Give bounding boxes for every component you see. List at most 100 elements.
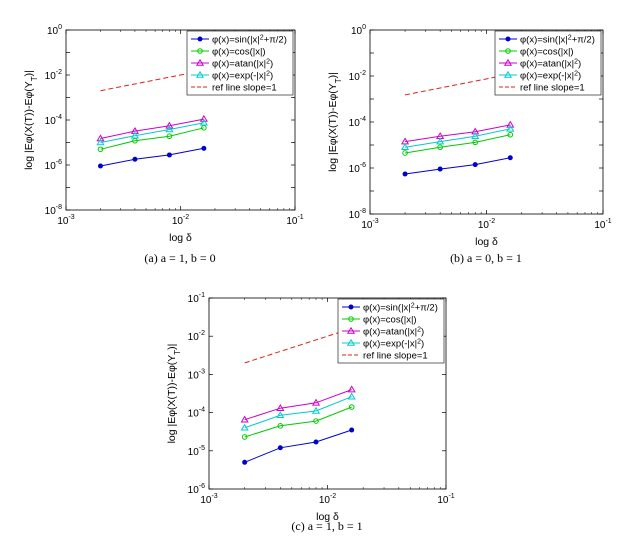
x-tick-label: 10-3 <box>57 214 74 227</box>
legend-entry: φ(x)=atan(|x|2) <box>520 58 581 70</box>
chart-caption: (a) a = 1, b = 0 <box>144 251 215 265</box>
data-point <box>130 131 140 139</box>
y-tick-label: 10-4 <box>188 407 205 420</box>
legend-marker <box>503 70 513 78</box>
chart-panel-0: log δ log |Eφ(X(T))-Eφ(YT)| φ(x)=sin(|x|2+… <box>23 29 296 265</box>
data-point <box>242 459 248 465</box>
legend-marker <box>505 48 511 54</box>
series-line-4 <box>100 69 204 92</box>
y-axis-label: log |Eφ(X(T))-Eφ(YT)| <box>327 72 343 172</box>
legend-entry: φ(x)=atan(|x|2) <box>212 58 273 70</box>
legend-marker <box>195 58 205 66</box>
data-point <box>132 156 138 162</box>
legend-marker <box>505 36 511 42</box>
series-line-2 <box>244 389 352 421</box>
legend-marker <box>346 338 356 346</box>
legend-entry: φ(x)=exp(-|x|2) <box>363 338 424 350</box>
data-point <box>506 120 515 128</box>
series-line-2 <box>100 118 204 139</box>
series-line-0 <box>100 147 204 167</box>
y-tick-label: 10-8 <box>45 204 62 217</box>
data-point <box>313 439 319 445</box>
data-point <box>199 114 208 122</box>
series-line-0 <box>244 429 352 463</box>
y-tick-label: 10-6 <box>349 162 366 175</box>
data-point <box>402 150 408 156</box>
data-point <box>311 398 321 406</box>
data-point <box>472 162 478 168</box>
y-tick-label: 100 <box>47 24 62 37</box>
y-tick-label: 10-2 <box>188 330 205 343</box>
data-point <box>97 146 104 153</box>
y-axis-label: log |Eφ(X(T))-Eφ(YT)| <box>23 70 39 170</box>
series-line-3 <box>100 122 204 143</box>
data-point <box>402 171 408 177</box>
legend-entry: φ(x)=cos(|x|) <box>520 47 574 58</box>
data-point <box>201 145 207 151</box>
y-tick-label: 100 <box>351 24 366 37</box>
legend-entry: φ(x)=cos(|x|) <box>363 315 417 326</box>
x-tick-label: 10-2 <box>172 214 189 227</box>
y-tick-label: 10-2 <box>349 70 366 83</box>
y-tick-label: 10-6 <box>45 159 62 172</box>
x-tick-label: 10-2 <box>319 493 336 506</box>
legend-marker <box>346 326 356 334</box>
y-tick-label: 10-6 <box>188 483 205 496</box>
series-line-3 <box>244 396 352 429</box>
series-line-1 <box>100 127 205 150</box>
data-point <box>240 423 249 431</box>
data-point <box>437 166 443 172</box>
data-point <box>471 132 480 139</box>
legend-entry: ref line slope=1 <box>520 83 585 94</box>
data-point <box>347 392 356 400</box>
x-axis-label: log δ <box>316 511 339 523</box>
x-axis-label: log δ <box>169 232 192 244</box>
chart-caption: (b) a = 0, b = 1 <box>450 251 522 265</box>
legend-entry: φ(x)=sin(|x|2+π/2) <box>212 34 287 46</box>
data-point <box>349 427 355 433</box>
series-line-4 <box>244 327 352 364</box>
legend-marker <box>197 36 203 42</box>
x-tick-label: 10-3 <box>361 218 378 231</box>
legend-entry: φ(x)=sin(|x|2+π/2) <box>363 302 438 314</box>
y-tick-label: 10-2 <box>45 69 62 82</box>
data-point <box>165 125 174 133</box>
data-point <box>400 143 410 150</box>
y-tick-label: 10-1 <box>188 292 205 305</box>
data-point <box>311 406 321 414</box>
legend-entry: φ(x)=atan(|x|2) <box>363 326 424 338</box>
data-point <box>506 124 515 132</box>
data-point <box>472 139 479 146</box>
data-point <box>96 138 105 146</box>
chart-caption: (c) a = 1, b = 1 <box>291 519 362 533</box>
y-axis-label: log |Eφ(X(T))-Eφ(YT)| <box>166 344 182 444</box>
legend-entry: ref line slope=1 <box>363 351 428 362</box>
data-point <box>240 415 249 423</box>
y-tick-label: 10-4 <box>349 116 366 129</box>
legend-entry: φ(x)=sin(|x|2+π/2) <box>520 34 595 46</box>
legend-entry: φ(x)=cos(|x|) <box>212 47 266 58</box>
series-line-0 <box>405 157 511 175</box>
x-tick-label: 10-1 <box>286 214 303 227</box>
y-tick-label: 10-3 <box>188 368 205 381</box>
series-line-1 <box>405 134 511 154</box>
series-line-4 <box>405 73 511 96</box>
series-line-3 <box>405 128 511 148</box>
data-point <box>347 385 356 393</box>
data-point <box>276 411 285 419</box>
legend-marker <box>195 70 205 78</box>
legend-marker <box>197 48 203 54</box>
data-point <box>199 118 208 126</box>
chart-panel-1: log δ log |Eφ(X(T))-Eφ(YT)| φ(x)=sin(|x|2+… <box>327 29 604 265</box>
data-point <box>276 404 285 411</box>
data-point <box>165 121 174 129</box>
data-point <box>166 152 172 158</box>
data-point <box>277 445 283 451</box>
data-point <box>241 434 248 440</box>
data-point <box>166 133 173 140</box>
data-point <box>313 418 319 424</box>
series-line-1 <box>244 406 352 438</box>
legend-entry: φ(x)=exp(-|x|2) <box>520 70 581 82</box>
data-point <box>507 131 514 138</box>
